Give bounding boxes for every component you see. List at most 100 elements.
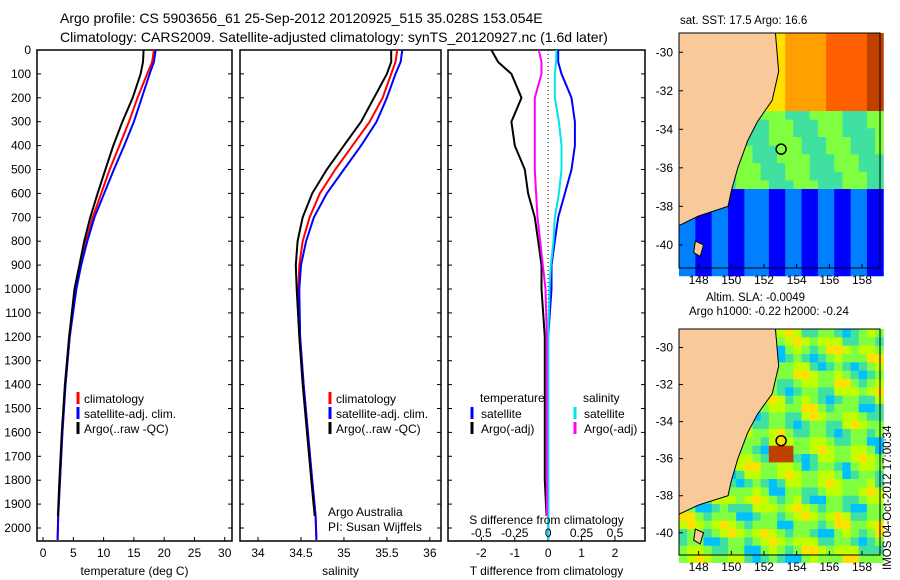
map-cell bbox=[768, 520, 778, 530]
map-cell bbox=[793, 329, 803, 338]
map-cell bbox=[711, 504, 721, 513]
map-cell bbox=[842, 171, 852, 181]
map-cell bbox=[760, 197, 770, 207]
map-cell bbox=[801, 504, 811, 513]
x-tick-label: 0 bbox=[40, 546, 47, 560]
map-cell bbox=[842, 206, 852, 216]
map-cell bbox=[834, 329, 843, 338]
map-cell bbox=[858, 529, 868, 538]
map-cell bbox=[752, 445, 762, 455]
land bbox=[678, 32, 780, 227]
map-cell bbox=[760, 180, 770, 190]
map-cell bbox=[703, 258, 713, 268]
map-cell bbox=[858, 520, 868, 530]
map-cell bbox=[875, 379, 884, 388]
map-cell bbox=[752, 241, 762, 251]
map-cell bbox=[801, 171, 811, 181]
map-cell bbox=[703, 529, 713, 538]
map-cell bbox=[826, 249, 835, 259]
map-cell bbox=[719, 232, 729, 242]
map-cell bbox=[826, 462, 835, 472]
map-cell bbox=[679, 545, 688, 555]
map-cell bbox=[809, 154, 819, 164]
map-cell bbox=[728, 189, 737, 199]
map-cell bbox=[736, 197, 745, 207]
x-tick-label: -2 bbox=[476, 546, 487, 560]
map-cell bbox=[760, 462, 770, 472]
map-cell bbox=[834, 445, 843, 455]
map-cell bbox=[728, 215, 737, 225]
map-cell bbox=[785, 370, 794, 380]
map-cell bbox=[826, 119, 835, 129]
map-cell bbox=[801, 258, 811, 268]
map-cell bbox=[875, 387, 884, 397]
map-cell bbox=[785, 437, 794, 447]
map-cell bbox=[817, 370, 827, 380]
map-cell bbox=[817, 41, 827, 51]
map-cell bbox=[850, 504, 860, 513]
map-cell bbox=[842, 41, 852, 51]
map-cell bbox=[793, 223, 803, 233]
lat-tick-label: -30 bbox=[656, 341, 674, 355]
map-cell bbox=[850, 470, 860, 480]
map-cell bbox=[858, 545, 868, 555]
map-cell bbox=[866, 50, 876, 60]
lon-tick-label: 156 bbox=[819, 273, 839, 287]
map-cell bbox=[793, 258, 803, 268]
map-cell bbox=[826, 50, 835, 60]
map-cell bbox=[834, 437, 843, 447]
map-cell bbox=[752, 520, 762, 530]
map-cell bbox=[793, 445, 803, 455]
map-cell bbox=[875, 189, 884, 199]
map-cell bbox=[793, 395, 803, 405]
map-cell bbox=[744, 232, 754, 242]
series-argo-raw-qc- bbox=[294, 50, 393, 517]
map-cell bbox=[826, 520, 835, 530]
map-cell bbox=[768, 412, 778, 422]
map-cell bbox=[785, 537, 794, 547]
map-cell bbox=[777, 206, 786, 216]
map-cell bbox=[850, 362, 860, 372]
map-cell bbox=[793, 370, 803, 380]
map-cell bbox=[850, 395, 860, 405]
map-cell bbox=[687, 232, 696, 242]
map-cell bbox=[744, 223, 754, 233]
map-cell bbox=[834, 145, 843, 155]
map-cell bbox=[760, 111, 770, 121]
map-cell bbox=[801, 537, 811, 547]
map-cell bbox=[785, 379, 794, 388]
lat-tick-label: -30 bbox=[656, 45, 674, 59]
y-tick-label: 1300 bbox=[4, 354, 31, 368]
map-cell bbox=[801, 232, 811, 242]
map-cell bbox=[817, 454, 827, 463]
map-cell bbox=[785, 189, 794, 199]
map-cell bbox=[801, 395, 811, 405]
map-cell bbox=[793, 429, 803, 438]
map-cell bbox=[875, 445, 884, 455]
map-cell bbox=[793, 420, 803, 430]
map-cell bbox=[744, 154, 754, 164]
map-cell bbox=[875, 119, 884, 129]
map-cell bbox=[842, 76, 852, 86]
map-cell bbox=[777, 354, 786, 363]
x-tick-label: 10 bbox=[97, 546, 111, 560]
map-cell bbox=[752, 154, 762, 164]
map-cell bbox=[801, 137, 811, 147]
map-cell bbox=[842, 379, 852, 388]
map-cell bbox=[858, 537, 868, 547]
map-cell bbox=[760, 487, 770, 497]
map-cell bbox=[768, 206, 778, 216]
map-cell bbox=[858, 487, 868, 497]
map-cell bbox=[777, 404, 786, 413]
map-cell bbox=[744, 197, 754, 207]
map-cell bbox=[785, 33, 794, 43]
map-cell bbox=[777, 512, 786, 522]
map-cell bbox=[850, 59, 860, 69]
map-cell bbox=[817, 215, 827, 225]
map-cell bbox=[826, 67, 835, 77]
map-cell bbox=[842, 232, 852, 242]
map-cell bbox=[858, 85, 868, 95]
map-cell bbox=[817, 470, 827, 480]
map-cell bbox=[785, 59, 794, 69]
map-cell bbox=[793, 232, 803, 242]
